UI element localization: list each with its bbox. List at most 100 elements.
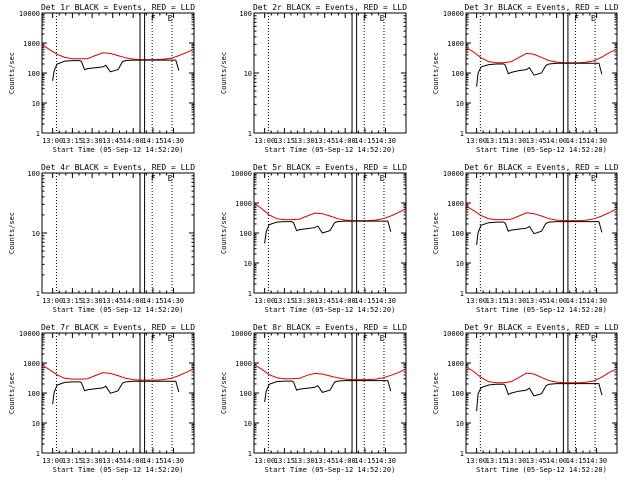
flag-label: E: [168, 334, 173, 343]
y-axis-label: Counts/sec: [432, 372, 440, 414]
x-tick-label: 13:15: [274, 297, 295, 305]
y-tick-label: 100: [451, 70, 464, 78]
panel-title: Det 7r BLACK = Events, RED = LLD: [41, 323, 195, 332]
x-tick-label: 13:15: [486, 297, 507, 305]
flag-label: F: [151, 14, 156, 23]
x-tick-label: 13:00: [254, 297, 275, 305]
x-tick-label: 14:30: [163, 297, 184, 305]
y-axis-label: Counts/sec: [8, 212, 16, 254]
y-tick-label: 10000: [443, 330, 464, 338]
x-tick-label: 13:30: [505, 297, 526, 305]
x-tick-label: 13:15: [62, 297, 83, 305]
x-tick-label: 13:30: [505, 457, 526, 465]
flag-label: F: [151, 334, 156, 343]
y-tick-label: 10000: [231, 170, 252, 178]
flag-label: E: [591, 174, 596, 183]
plot-frame: [41, 332, 195, 454]
x-tick-label: 13:15: [274, 457, 295, 465]
panel-title: Det 2r BLACK = Events, RED = LLD: [253, 3, 407, 12]
y-axis-label: Counts/sec: [8, 52, 16, 94]
x-tick-label: 13:45: [102, 297, 123, 305]
flag-label: F: [363, 334, 368, 343]
lld-rate-line: [465, 47, 618, 64]
x-tick-label: 13:00: [466, 297, 487, 305]
x-tick-label: 14:00: [546, 457, 567, 465]
x-axis-label: Start Time (05-Sep-12 14:52:20): [53, 466, 184, 474]
y-tick-label: 10: [244, 420, 252, 428]
detector-panel-6: Det 6r BLACK = Events, RED = LLD 1 10 100 10…: [432, 163, 619, 314]
y-tick-label: 10: [32, 420, 40, 428]
x-tick-label: 14:00: [123, 457, 144, 465]
x-tick-label: 14:15: [566, 457, 587, 465]
flag-label: E: [591, 14, 596, 23]
plot-frame: [465, 172, 618, 294]
panel-title: Det 6r BLACK = Events, RED = LLD: [464, 163, 618, 172]
x-tick-label: 14:30: [375, 137, 396, 145]
x-tick-label: 13:00: [42, 297, 63, 305]
y-tick-label: 10: [32, 230, 40, 238]
y-tick-label: 10: [456, 420, 464, 428]
detector-panel-7: Det 7r BLACK = Events, RED = LLD 1 10 100 10…: [8, 323, 195, 474]
y-tick-label: 1000: [447, 360, 464, 368]
y-tick-label: 100: [451, 390, 464, 398]
x-tick-label: 14:30: [586, 297, 607, 305]
y-tick-label: 10: [456, 260, 464, 268]
x-tick-label: 14:15: [142, 297, 163, 305]
x-tick-label: 14:00: [335, 297, 356, 305]
x-tick-label: 14:30: [163, 137, 184, 145]
y-tick-label: 1000: [23, 40, 40, 48]
x-tick-label: 13:00: [466, 137, 487, 145]
x-tick-label: 14:15: [566, 137, 587, 145]
y-tick-label: 1000: [235, 200, 252, 208]
x-tick-label: 13:30: [505, 137, 526, 145]
events-rate-line: [264, 380, 392, 403]
x-tick-label: 13:15: [274, 137, 295, 145]
y-tick-label: 1: [460, 290, 464, 298]
x-tick-label: 13:15: [486, 457, 507, 465]
y-tick-label: 1: [460, 130, 464, 138]
x-tick-label: 14:00: [123, 137, 144, 145]
lld-rate-line: [253, 202, 407, 222]
y-tick-label: 100: [27, 70, 40, 78]
y-axis-label: Counts/sec: [220, 212, 228, 254]
flag-label: F: [363, 14, 368, 23]
lld-rate-line: [465, 205, 618, 222]
y-tick-label: 1: [248, 450, 252, 458]
x-tick-label: 13:45: [314, 137, 335, 145]
flag-label: E: [380, 174, 385, 183]
flag-label: F: [574, 334, 579, 343]
detector-panel-5: Det 5r BLACK = Events, RED = LLD 1 10 100 10…: [220, 163, 407, 314]
panel-title: Det 1r BLACK = Events, RED = LLD: [41, 3, 195, 12]
x-tick-label: 14:30: [163, 457, 184, 465]
x-tick-label: 14:00: [335, 457, 356, 465]
x-tick-label: 14:15: [566, 297, 587, 305]
x-tick-label: 13:30: [82, 457, 103, 465]
y-tick-label: 100: [239, 230, 252, 238]
plot-frame: [253, 12, 407, 134]
y-tick-label: 100: [27, 390, 40, 398]
x-tick-label: 13:15: [62, 137, 83, 145]
x-axis-label: Start Time (05-Sep-12 14:52:20): [265, 146, 396, 154]
y-tick-label: 10: [244, 260, 252, 268]
events-rate-line: [476, 383, 603, 412]
plot-frame: [41, 12, 195, 134]
x-tick-label: 13:30: [294, 457, 315, 465]
events-rate-line: [52, 59, 180, 81]
x-tick-label: 13:00: [254, 457, 275, 465]
y-tick-label: 1000: [235, 360, 252, 368]
x-tick-label: 14:15: [142, 137, 163, 145]
x-tick-label: 13:45: [526, 457, 547, 465]
y-tick-label: 10000: [231, 330, 252, 338]
y-tick-label: 10000: [19, 10, 40, 18]
flag-label: F: [574, 174, 579, 183]
x-axis-label: Start Time (05-Sep-12 14:52:20): [265, 306, 396, 314]
y-tick-label: 100: [451, 230, 464, 238]
x-tick-label: 14:30: [586, 137, 607, 145]
detector-panel-4: Det 4r BLACK = Events, RED = LLD 1 10 100 Co…: [8, 163, 195, 314]
x-tick-label: 13:00: [254, 137, 275, 145]
y-tick-label: 1000: [447, 200, 464, 208]
lld-rate-line: [41, 43, 195, 61]
x-tick-label: 13:45: [102, 137, 123, 145]
flag-label: F: [151, 174, 156, 183]
y-tick-label: 10000: [19, 330, 40, 338]
